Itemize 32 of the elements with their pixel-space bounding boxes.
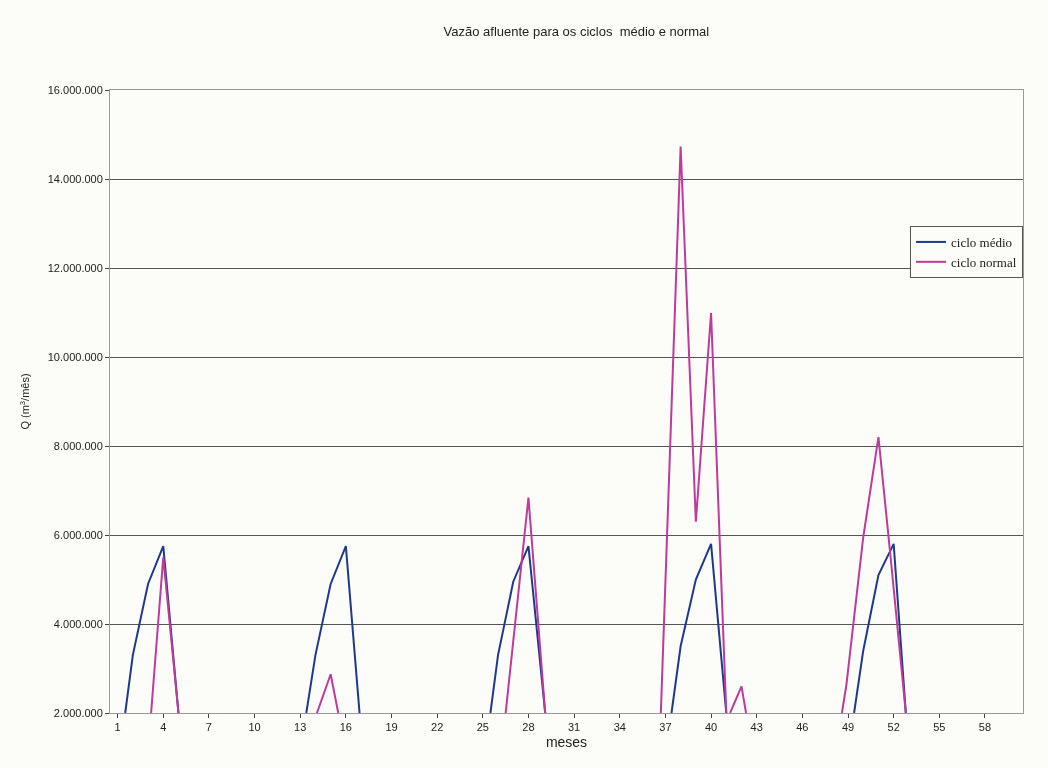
x-tick-label: 31 [567, 721, 581, 734]
x-tick-label: 22 [431, 721, 444, 734]
x-tick-label: 7 [205, 721, 212, 734]
x-tick-label: 55 [933, 721, 946, 734]
x-tick-label: 1 [114, 721, 121, 734]
y-tick-label: 16.000.000 [47, 83, 103, 96]
y-tick-label: 12.000.000 [47, 261, 103, 274]
x-tick-label: 28 [522, 721, 535, 734]
x-tick-label: 43 [750, 721, 763, 734]
legend-label: ciclo normal [951, 254, 1017, 270]
x-tick-label: 46 [796, 721, 809, 734]
x-tick-label: 37 [659, 721, 672, 734]
y-tick-label: 10.000.000 [47, 350, 103, 363]
x-tick-label: 40 [704, 721, 718, 734]
y-tick-label: 2.000.000 [53, 706, 103, 719]
x-tick-label: 52 [887, 721, 900, 734]
x-tick-label: 13 [294, 721, 307, 734]
x-axis-title: meses [545, 733, 588, 750]
y-tick-label: 8.000.000 [53, 439, 103, 452]
x-tick-label: 49 [841, 721, 855, 734]
x-tick-label: 10 [248, 721, 261, 734]
y-tick-label: 14.000.000 [47, 172, 103, 185]
x-tick-label: 34 [613, 721, 626, 734]
chart-title: Vazão afluente para os ciclos médio e normal [443, 23, 710, 39]
y-tick-label: 4.000.000 [53, 617, 103, 630]
x-tick-label: 58 [978, 721, 992, 734]
x-tick-label: 4 [160, 721, 167, 734]
x-tick-label: 25 [476, 721, 489, 734]
x-tick-label: 16 [339, 721, 352, 734]
x-tick-label: 19 [385, 721, 398, 734]
legend-label: ciclo médio [951, 235, 1013, 250]
y-tick-label: 6.000.000 [53, 528, 103, 541]
